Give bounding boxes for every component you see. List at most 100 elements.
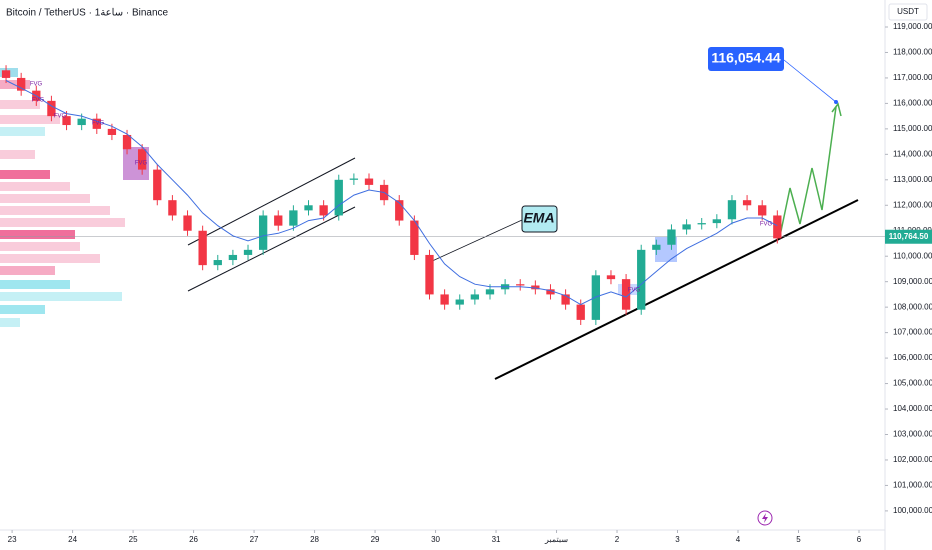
candle-body [425,254,434,295]
y-tick-label: 104,000.00 [893,404,932,413]
ema-callout: EMA [523,210,554,226]
candle-body [637,249,646,310]
candle-body [516,284,525,286]
volume-bar [0,292,122,301]
volume-bar [0,218,125,227]
candle-body [667,229,676,245]
fvg-label: FVG [54,114,67,120]
candle-body [697,223,706,225]
ema-callout-box [521,205,558,233]
target-label: 116,054.44 [711,50,781,66]
candle-body [440,294,449,305]
candle-body [258,215,268,250]
candle-body [455,299,464,305]
candle-body [531,285,540,290]
candle-body [334,179,343,216]
x-tick-label: 30 [431,535,440,544]
candle-body [395,200,404,221]
candle-body [319,205,328,216]
volume-bar [0,115,60,124]
candle-body [228,254,238,261]
candle-body [621,279,631,310]
volume-bar [0,280,70,289]
x-tick-label: 24 [68,535,77,544]
candle-body [758,205,767,216]
current-price-tag [885,229,932,244]
y-tick-label: 105,000.00 [893,379,932,388]
candle-body [1,70,11,78]
ema-line [5,80,778,306]
volume-bar [0,182,70,191]
support-trendline [494,199,859,380]
x-tick-label: 29 [371,535,380,544]
x-tick-label: 31 [492,535,501,544]
target-arrow [783,59,837,103]
channel-line [187,157,356,246]
volume-bar [0,318,20,327]
x-tick-label: 6 [857,535,862,544]
fvg-label: FVG [92,121,105,127]
volume-bar [0,254,100,263]
candle-body [47,100,56,117]
y-tick-label: 106,000.00 [893,353,932,362]
x-tick-label: سبتمبر [544,535,568,544]
current-price-label: 110,764.50 [889,232,929,241]
volume-bar [0,100,40,109]
y-tick-label: 109,000.00 [893,277,932,286]
alert-icon-bolt [762,513,768,523]
y-tick-label: 116,000.00 [893,99,932,108]
candle-body [606,275,616,280]
fvg-label: FVG [135,161,148,167]
candle-body [62,116,71,126]
x-tick-label: 27 [250,535,259,544]
candle-body [183,215,192,231]
x-tick-label: 26 [189,535,198,544]
currency-box [888,3,928,21]
volume-bar [0,150,35,159]
candle-body [727,200,737,220]
volume-bar [0,194,90,203]
volume-bar [0,206,110,215]
candle-body [410,220,419,255]
x-tick-label: 4 [736,535,741,544]
candle-body [364,178,374,185]
y-tick-label: 117,000.00 [893,73,932,82]
candle-body [274,215,283,226]
target-point [834,100,838,105]
target-box [708,47,784,71]
candle-body [243,249,253,255]
volume-bar [0,230,75,239]
volume-bar [0,305,45,314]
candle-body [168,200,177,216]
candle-body [137,149,147,170]
y-tick-label: 101,000.00 [893,481,932,490]
fvg-label: FVG [30,82,43,88]
candle-body [576,304,585,320]
currency-label: USDT [897,7,919,16]
volume-bar [0,170,50,179]
candle-body [304,205,313,211]
x-tick-label: 28 [310,535,319,544]
y-tick-label: 102,000.00 [893,455,932,464]
y-tick-label: 103,000.00 [893,430,932,439]
ema-pointer [429,219,523,263]
candle-body [652,244,661,250]
projection-path [779,106,837,237]
volume-bar [0,127,45,136]
candle-body [470,294,480,300]
projection-arrowhead [831,102,842,117]
candle-body [289,210,298,226]
candle-body [591,275,601,320]
candle-body [485,289,495,295]
x-tick-label: 5 [796,535,801,544]
candle-body [198,230,207,266]
fvg-label: FVG [628,288,641,294]
fvg-label: FVG [32,98,45,104]
candle-body [349,178,359,180]
y-tick-label: 113,000.00 [893,175,932,184]
candle-body [561,294,570,305]
y-tick-label: 118,000.00 [893,48,932,57]
x-tick-label: 3 [675,535,680,544]
